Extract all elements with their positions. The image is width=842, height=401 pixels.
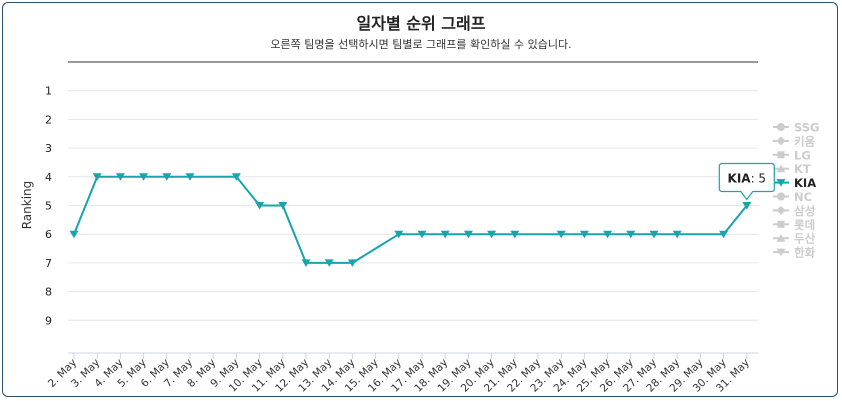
data-point[interactable] bbox=[649, 230, 659, 239]
legend-marker-circle-icon bbox=[777, 192, 785, 201]
data-point[interactable] bbox=[463, 230, 473, 239]
legend-item-SSG[interactable]: SSG bbox=[773, 121, 820, 135]
data-point[interactable] bbox=[324, 259, 334, 267]
data-point[interactable] bbox=[139, 173, 149, 181]
series-line bbox=[73, 175, 748, 264]
data-point[interactable] bbox=[347, 259, 357, 267]
legend-item-삼성[interactable]: 삼성 bbox=[773, 204, 815, 218]
legend-label: KT bbox=[794, 162, 811, 176]
legend-label: 한화 bbox=[794, 246, 816, 260]
legend-item-KT[interactable]: KT bbox=[773, 162, 811, 176]
data-point[interactable] bbox=[394, 230, 404, 239]
legend-item-LG[interactable]: LG bbox=[773, 148, 811, 162]
data-point[interactable] bbox=[417, 230, 427, 239]
tooltip-text: KIA: 5 bbox=[728, 172, 767, 186]
legend-item-한화[interactable]: 한화 bbox=[773, 246, 816, 260]
y-tick-label: 9 bbox=[45, 314, 52, 327]
legend-marker-triangle-down-icon bbox=[776, 248, 786, 257]
legend-marker-diamond-icon bbox=[776, 136, 786, 146]
data-point[interactable] bbox=[278, 202, 288, 210]
data-point[interactable] bbox=[92, 173, 102, 181]
data-point[interactable] bbox=[69, 230, 79, 239]
data-point[interactable] bbox=[255, 202, 265, 210]
grid-lines bbox=[68, 90, 758, 321]
data-point[interactable] bbox=[162, 173, 172, 181]
legend-label: 롯데 bbox=[794, 218, 815, 232]
data-point[interactable] bbox=[487, 230, 497, 239]
legend-label: 삼성 bbox=[794, 204, 815, 218]
tooltip-series-label: KIA bbox=[728, 172, 752, 186]
legend-marker-triangle-icon bbox=[776, 234, 786, 242]
chart-subtitle: 오른쪽 팀명을 선택하시면 팀별로 그래프를 확인하실 수 있습니다. bbox=[270, 38, 572, 51]
y-tick-label: 5 bbox=[45, 200, 52, 213]
tooltip-value: : 5 bbox=[751, 172, 767, 186]
legend-label: SSG bbox=[794, 121, 820, 135]
y-tick-label: 2 bbox=[45, 113, 52, 126]
data-point[interactable] bbox=[440, 230, 450, 239]
legend-marker-square-icon bbox=[777, 151, 785, 159]
legend-marker-triangle-down-icon bbox=[776, 179, 786, 187]
legend-item-키움[interactable]: 키움 bbox=[773, 134, 816, 148]
legend-marker-circle-icon bbox=[777, 123, 785, 131]
chart-title: 일자별 순위 그래프 bbox=[356, 14, 486, 33]
y-tick-label: 1 bbox=[45, 85, 52, 98]
y-tick-label: 8 bbox=[45, 286, 52, 299]
data-point[interactable] bbox=[579, 230, 589, 239]
y-axis-ticks: 1 2 3 4 5 6 7 8 9 bbox=[45, 85, 52, 328]
tooltip: KIA: 5 bbox=[718, 162, 775, 201]
legend-item-KIA[interactable]: KIA bbox=[773, 176, 816, 190]
data-point[interactable] bbox=[603, 230, 613, 239]
data-point[interactable] bbox=[301, 259, 311, 267]
legend-item-두산[interactable]: 두산 bbox=[773, 232, 816, 246]
y-tick-label: 3 bbox=[45, 142, 52, 155]
data-point[interactable] bbox=[719, 230, 729, 239]
y-tick-label: 7 bbox=[45, 257, 52, 270]
legend-label: KIA bbox=[794, 176, 816, 190]
legend-label: 두산 bbox=[794, 232, 816, 246]
legend-item-NC[interactable]: NC bbox=[773, 190, 812, 204]
data-point[interactable] bbox=[185, 173, 195, 181]
legend-marker-triangle-icon bbox=[776, 164, 786, 173]
chart-frame bbox=[2, 2, 838, 397]
y-axis-label: Ranking bbox=[20, 181, 34, 230]
data-point[interactable] bbox=[742, 202, 752, 210]
y-tick-label: 6 bbox=[45, 228, 52, 241]
y-tick-label: 4 bbox=[45, 171, 52, 184]
data-point[interactable] bbox=[231, 173, 241, 181]
legend-item-롯데[interactable]: 롯데 bbox=[773, 218, 815, 232]
legend-marker-diamond-icon bbox=[776, 205, 786, 215]
tooltip-box bbox=[718, 162, 775, 201]
data-point[interactable] bbox=[510, 230, 520, 239]
data-point[interactable] bbox=[672, 230, 682, 239]
data-point[interactable] bbox=[115, 173, 125, 181]
legend-label: LG bbox=[794, 148, 811, 162]
series-kia[interactable] bbox=[69, 173, 752, 267]
legend-label: NC bbox=[794, 190, 812, 204]
data-point[interactable] bbox=[556, 230, 566, 239]
legend-marker-square-icon bbox=[777, 220, 785, 228]
legend-label: 키움 bbox=[794, 134, 816, 148]
data-point[interactable] bbox=[626, 230, 636, 239]
